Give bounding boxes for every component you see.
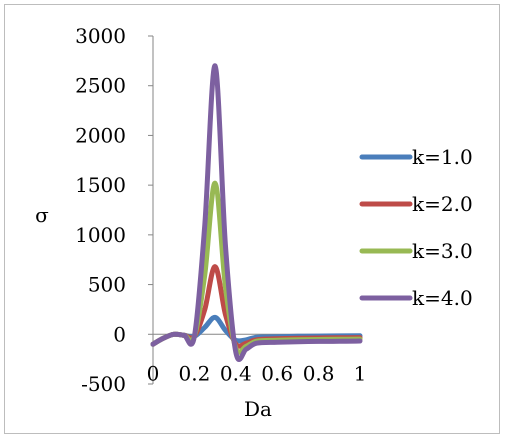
y-tick-label: 1000 [75,223,126,247]
x-tick-label: 0.8 [303,361,335,385]
series-lines [150,63,363,362]
y-tick-label: 1500 [75,173,126,197]
x-tick-label: 0.4 [220,361,252,385]
y-tick-label: 3000 [75,24,126,48]
y-tick-label: 2500 [75,74,126,98]
legend-label-1: k=1.0 [412,145,473,169]
y-tick-label: 0 [113,322,126,346]
legend-label-2: k=2.0 [412,192,473,216]
legend: k=1.0 k=2.0 k=3.0 k=4.0 [359,145,473,310]
tick-labels: 3000 2500 2000 1500 1000 500 0 -500 0 0.2 0.4 0.6 0.… [75,24,366,396]
x-tick-label: 1 [354,361,367,385]
series-line-4 [150,63,363,362]
x-tick-label: 0 [147,361,160,385]
legend-label-3: k=3.0 [412,239,473,263]
x-tick-label: 0.2 [178,361,210,385]
series-line-3 [150,180,363,355]
legend-label-4: k=4.0 [412,286,473,310]
axes [148,35,360,385]
x-tick-label: 0.6 [261,361,293,385]
y-tick-label: 500 [88,273,126,297]
y-axis-title: σ [35,203,49,227]
x-axis-title: Da [244,397,272,421]
chart-frame [4,4,500,434]
y-tick-label: 2000 [75,123,126,147]
y-tick-label: -500 [81,372,126,396]
